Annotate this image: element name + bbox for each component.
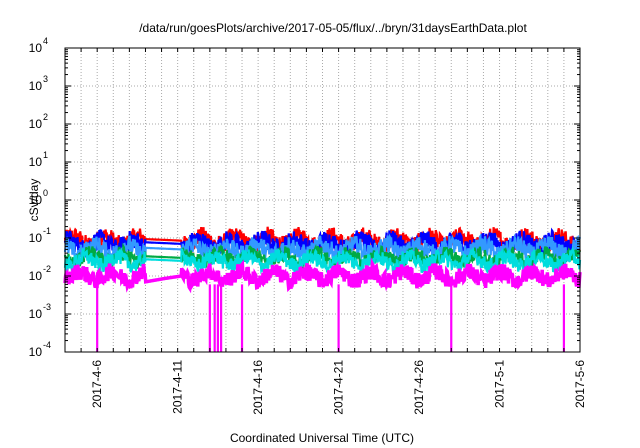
y-tick-label: 10 [29,117,43,131]
y-tick-label: 10 [29,155,43,169]
x-tick-label: 2017-4-6 [90,360,104,408]
y-tick-exponent: -4 [43,340,51,350]
y-axis-label: cSv/day [27,179,41,222]
x-tick-label: 2017-5-1 [493,360,507,408]
y-tick-label: 10 [29,345,43,359]
y-tick-exponent: -3 [43,302,51,312]
x-tick-label: 2017-4-21 [332,360,346,415]
x-tick-label: 2017-5-6 [573,360,587,408]
chart-title: /data/run/goesPlots/archive/2017-05-05/f… [139,21,527,35]
x-tick-label: 2017-4-16 [251,360,265,415]
x-axis: 2017-4-6 2017-4-11 2017-4-16 2017-4-21 2017-… [64,48,587,415]
x-tick-label: 2017-4-26 [412,360,426,415]
y-tick-label: 10 [29,231,43,245]
y-tick-label: 10 [29,79,43,93]
y-tick-exponent: 4 [43,36,48,46]
y-tick-exponent: 1 [43,150,48,160]
y-tick-exponent: -2 [43,264,51,274]
series-line-5 [63,246,582,276]
series-layer [63,226,582,352]
y-tick-exponent: -1 [43,226,51,236]
y-tick-label: 10 [29,307,43,321]
y-tick-exponent: 2 [43,112,48,122]
series-line-6 [63,257,582,294]
y-tick-exponent: 0 [43,188,48,198]
y-tick-label: 10 [29,41,43,55]
x-tick-label: 2017-4-11 [171,360,185,414]
y-tick-label: 10 [29,193,43,207]
y-tick-exponent: 3 [43,74,48,84]
x-axis-label: Coordinated Universal Time (UTC) [230,431,414,445]
y-tick-label: 10 [29,269,43,283]
